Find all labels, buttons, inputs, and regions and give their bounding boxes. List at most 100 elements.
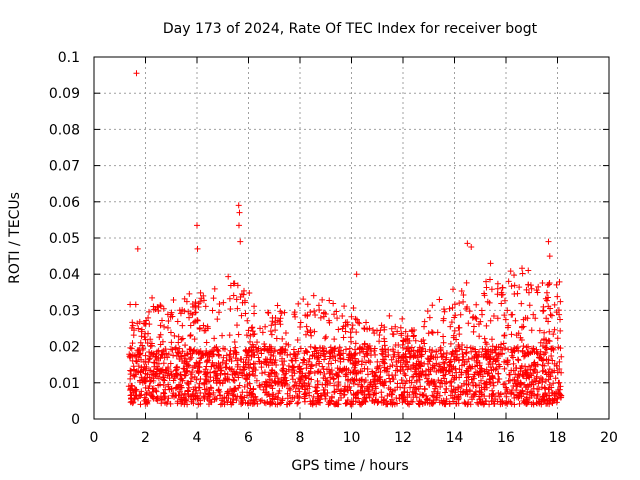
data-point: [300, 296, 307, 303]
data-point: [179, 348, 186, 355]
data-point: [482, 380, 489, 387]
data-point: [155, 382, 162, 389]
data-point: [377, 368, 384, 375]
data-point: [185, 308, 192, 315]
data-point: [473, 352, 480, 359]
data-point: [410, 362, 417, 369]
data-point: [419, 345, 426, 352]
data-point: [490, 382, 497, 389]
data-point: [399, 315, 406, 322]
data-point: [166, 375, 173, 382]
data-point: [369, 368, 376, 375]
data-point: [251, 310, 258, 317]
data-point: [195, 401, 202, 408]
data-point: [372, 372, 379, 379]
data-point: [352, 340, 359, 347]
data-point: [153, 370, 160, 377]
data-point: [219, 395, 226, 402]
data-point: [190, 319, 197, 326]
data-point: [508, 283, 515, 290]
data-point: [304, 385, 311, 392]
data-point: [421, 323, 428, 330]
data-point: [148, 377, 155, 384]
data-point: [536, 354, 543, 361]
data-point: [227, 282, 234, 289]
data-point: [437, 384, 444, 391]
data-point: [244, 317, 251, 324]
data-point: [230, 292, 237, 299]
data-point: [211, 335, 218, 342]
data-point: [326, 355, 333, 362]
data-point: [407, 365, 414, 372]
data-point: [160, 305, 167, 312]
data-point: [361, 387, 368, 394]
data-point: [454, 354, 461, 361]
data-point: [455, 395, 462, 402]
data-point: [331, 336, 338, 343]
data-point: [391, 387, 398, 394]
data-point: [408, 348, 415, 355]
data-point: [279, 366, 286, 373]
data-point: [465, 356, 472, 363]
data-point: [455, 385, 462, 392]
data-point: [369, 326, 376, 333]
data-point: [456, 300, 463, 307]
data-point: [382, 349, 389, 356]
data-point: [526, 302, 533, 309]
data-point: [339, 313, 346, 320]
data-point: [138, 374, 145, 381]
data-point: [534, 350, 541, 357]
data-point: [491, 356, 498, 363]
data-point: [194, 317, 201, 324]
data-point: [130, 389, 137, 396]
data-point: [314, 395, 321, 402]
data-point: [468, 244, 475, 251]
data-point: [171, 332, 178, 339]
data-point: [303, 323, 310, 330]
data-point: [202, 390, 209, 397]
data-point: [446, 305, 453, 312]
data-point: [235, 331, 242, 338]
data-point: [478, 377, 485, 384]
data-point: [279, 368, 286, 375]
data-point: [253, 346, 260, 353]
data-point: [210, 295, 217, 302]
data-point: [465, 381, 472, 388]
data-point: [539, 368, 546, 375]
data-point: [353, 271, 360, 278]
data-point: [452, 312, 459, 319]
data-point: [181, 360, 188, 367]
data-point: [543, 289, 550, 296]
data-point: [232, 349, 239, 356]
data-point: [243, 375, 250, 382]
data-point: [274, 302, 281, 309]
data-point: [512, 364, 519, 371]
data-point: [379, 381, 386, 388]
data-point: [177, 382, 184, 389]
data-point: [325, 317, 332, 324]
data-point: [152, 387, 159, 394]
data-point: [361, 378, 368, 385]
data-point: [376, 332, 383, 339]
data-point: [230, 368, 237, 375]
data-point: [513, 345, 520, 352]
data-point: [354, 381, 361, 388]
data-point: [277, 321, 284, 328]
data-point: [417, 391, 424, 398]
data-point: [466, 308, 473, 315]
data-point: [349, 322, 356, 329]
data-point: [408, 326, 415, 333]
data-point: [301, 393, 308, 400]
data-point: [518, 324, 525, 331]
data-point: [146, 308, 153, 315]
data-point: [226, 332, 233, 339]
data-point: [237, 238, 244, 245]
data-point: [188, 354, 195, 361]
data-point: [485, 346, 492, 353]
data-point: [423, 396, 430, 403]
data-point: [364, 371, 371, 378]
data-point: [523, 369, 530, 376]
data-point: [144, 339, 151, 346]
data-point: [134, 245, 141, 252]
data-point: [332, 357, 339, 364]
